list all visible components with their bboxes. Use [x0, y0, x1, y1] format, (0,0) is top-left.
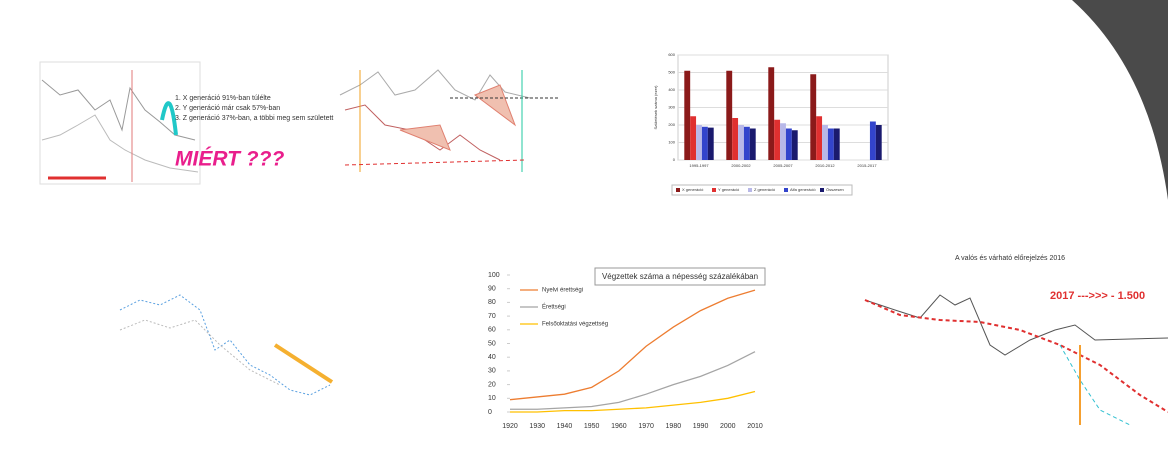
legend-label: Felsőoktatási végzettség	[542, 322, 608, 328]
y-tick-label: 400	[668, 87, 675, 92]
bar	[780, 123, 786, 160]
line	[510, 390, 756, 413]
x-tick-label: 2015-2017	[857, 163, 877, 168]
generation-line: 3. Z generáció 37%-ban, a többi meg sem …	[175, 115, 333, 122]
bar	[749, 128, 756, 160]
legend-label: Összesen	[826, 187, 844, 192]
x-tick-label: 2010	[747, 423, 763, 430]
bar	[785, 128, 792, 160]
bar	[774, 119, 781, 160]
forecast-note: 2017 --->>> - 1.500	[1050, 290, 1145, 302]
x-tick-label: 1980	[666, 423, 682, 430]
forecast-title: A valós és várható előrejelzés 2016	[955, 255, 1065, 262]
x-tick-label: 1930	[529, 423, 545, 430]
bar	[768, 67, 775, 160]
generation-line: 1. X generáció 91%-ban túlélte	[175, 95, 271, 102]
x-tick-label: 2000	[720, 423, 736, 430]
legend-label: X generáció	[682, 187, 704, 192]
legend-label: Z generáció	[754, 187, 776, 192]
bar	[810, 74, 817, 160]
x-tick-label: 1990	[693, 423, 709, 430]
x-tick-label: 2010-2012	[815, 163, 835, 168]
y-axis-label: Születések száma (ezer)	[653, 85, 658, 130]
y-tick-label: 40	[488, 354, 496, 361]
bar	[707, 127, 714, 160]
y-tick-label: 600	[668, 52, 675, 57]
x-tick-label: 1960	[611, 423, 627, 430]
y-tick-label: 20	[488, 381, 496, 388]
bar	[701, 126, 708, 160]
y-tick-label: 10	[488, 395, 496, 402]
bar	[738, 125, 744, 160]
y-tick-label: 300	[668, 105, 675, 110]
generation-line: 2. Y generáció már csak 57%-ban	[175, 105, 280, 112]
legend-swatch	[712, 188, 716, 192]
bar	[791, 130, 798, 160]
chart-title: Végzettek száma a népesség százalékában	[602, 272, 758, 281]
decor-arc	[1072, 0, 1168, 200]
legend-swatch	[784, 188, 788, 192]
bar	[827, 128, 834, 160]
line	[509, 289, 756, 401]
bar	[696, 125, 702, 160]
y-tick-label: 30	[488, 368, 496, 375]
y-tick-label: 100	[488, 272, 500, 279]
bar	[732, 118, 739, 160]
title-box	[594, 267, 766, 286]
bar	[726, 70, 733, 160]
y-tick-label: 60	[488, 327, 496, 334]
legend-swatch	[748, 188, 752, 192]
y-tick-label: 500	[668, 70, 675, 75]
bar	[690, 116, 697, 160]
bar	[833, 128, 840, 160]
why-text: MIÉRT ???	[175, 148, 284, 171]
bar	[816, 116, 823, 160]
thumb-generations	[39, 61, 201, 185]
y-tick-label: 0	[488, 409, 492, 416]
legend-label: Nyelvi érettségi	[542, 288, 583, 294]
x-tick-label: 1920	[502, 423, 518, 430]
x-tick-label: 1950	[584, 423, 600, 430]
y-tick-label: 100	[668, 140, 675, 145]
legend-label: Y generáció	[718, 187, 740, 192]
bar	[869, 121, 876, 160]
bar	[743, 126, 750, 160]
y-tick-label: 70	[488, 313, 496, 320]
line	[510, 351, 756, 410]
x-tick-label: 2005-2007	[773, 163, 793, 168]
y-tick-label: 80	[488, 299, 496, 306]
legend-label: Alfa generáció	[790, 187, 816, 192]
x-tick-label: 1940	[557, 423, 573, 430]
bar	[684, 70, 691, 160]
y-tick-label: 50	[488, 340, 496, 347]
bar	[822, 125, 828, 160]
x-tick-label: 1995-1997	[689, 163, 709, 168]
x-tick-label: 1970	[638, 423, 654, 430]
thumb-trend	[119, 294, 334, 396]
thumb-births	[339, 69, 560, 172]
y-tick-label: 90	[488, 286, 496, 293]
thumb-forecast	[864, 294, 1168, 426]
x-tick-label: 2000-2002	[731, 163, 751, 168]
y-tick-label: 0	[673, 157, 676, 162]
legend-swatch	[820, 188, 824, 192]
legend-label: Érettségi	[542, 304, 566, 311]
bar	[875, 125, 882, 160]
y-tick-label: 200	[668, 122, 675, 127]
legend-swatch	[676, 188, 680, 192]
legend-box	[671, 184, 853, 196]
